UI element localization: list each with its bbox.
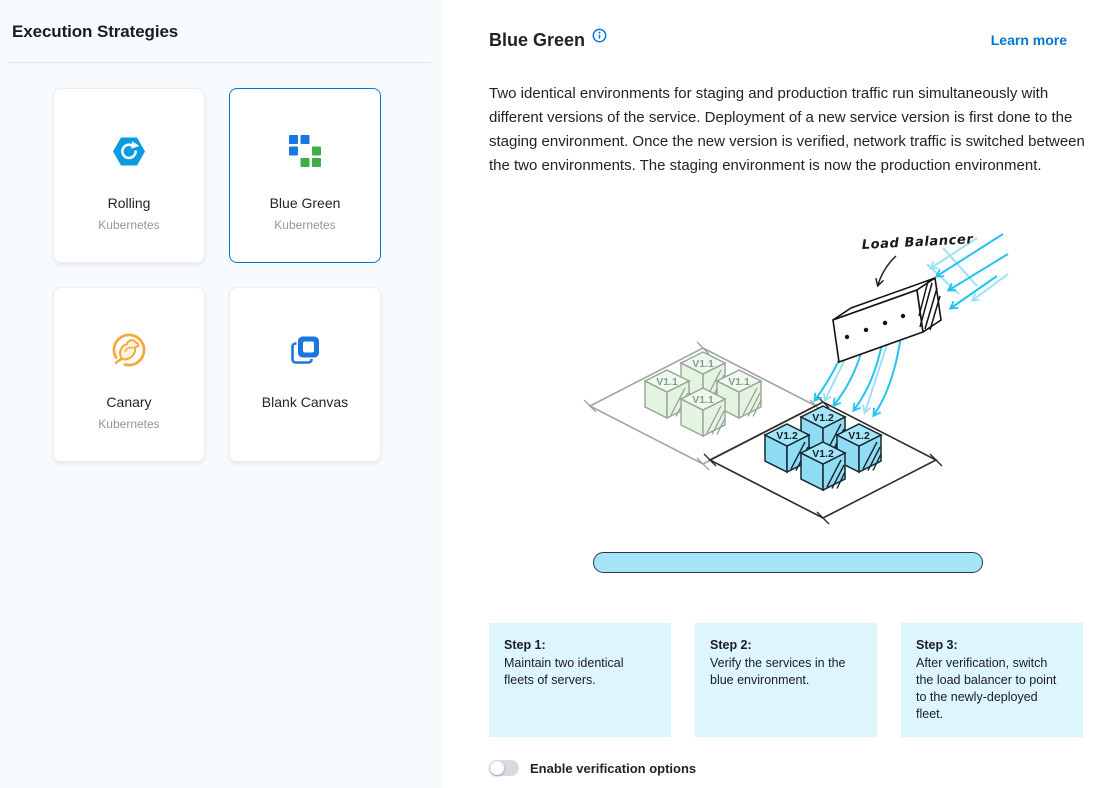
step-title: Step 2:: [710, 638, 752, 652]
step-text: Verify the services in the blue environm…: [710, 656, 846, 687]
learn-more-link[interactable]: Learn more: [990, 32, 1067, 48]
divider: [8, 62, 431, 63]
svg-text:V1.2: V1.2: [776, 430, 798, 442]
blue-fleet-plane: [703, 395, 943, 525]
execution-strategies-panel: Execution Strategies Rolling Kubernetes: [0, 0, 441, 788]
rolling-icon: [113, 133, 145, 169]
enable-verification-toggle[interactable]: [489, 760, 519, 776]
detail-title: Blue Green: [489, 30, 586, 50]
step-card-3: Step 3: After verification, switch the l…: [901, 623, 1083, 737]
strategy-illustration: V1.1 V1.1 V1.1 V1.1 V1.2 V1.2 V1.2 V1.2: [575, 228, 1010, 573]
load-balancer-label: Load Balancer: [861, 232, 975, 288]
svg-text:Load Balancer: Load Balancer: [861, 232, 974, 253]
svg-text:V1.1: V1.1: [728, 376, 750, 388]
strategy-card-rolling[interactable]: Rolling Kubernetes: [53, 88, 205, 263]
strategy-description: Two identical environments for staging a…: [489, 85, 1085, 174]
verification-toggle-row: Enable verification options: [489, 760, 1093, 776]
strategy-grid: Rolling Kubernetes Blue Green Kubernetes: [53, 88, 381, 462]
svg-text:V1.2: V1.2: [812, 412, 834, 424]
canary-icon: [111, 332, 147, 368]
info-icon[interactable]: [592, 28, 607, 48]
animation-progress-bar: [593, 552, 983, 573]
svg-text:V1.1: V1.1: [692, 394, 714, 406]
strategy-name: Canary: [106, 394, 152, 410]
strategy-subtitle: Kubernetes: [274, 218, 336, 232]
load-balancer-box: [832, 276, 942, 364]
step-text: After verification, switch the load bala…: [916, 656, 1057, 721]
strategy-card-canary[interactable]: Canary Kubernetes: [53, 287, 205, 462]
step-card-2: Step 2: Verify the services in the blue …: [695, 623, 877, 737]
blue-fleet-cubes: V1.2 V1.2 V1.2 V1.2: [764, 405, 882, 491]
step-card-1: Step 1: Maintain two identical fleets of…: [489, 623, 671, 737]
svg-text:V1.2: V1.2: [812, 448, 834, 460]
strategy-name: Rolling: [107, 195, 151, 211]
toggle-knob: [490, 761, 504, 775]
step-text: Maintain two identical fleets of servers…: [504, 656, 624, 687]
step-title: Step 3:: [916, 638, 958, 652]
toggle-label: Enable verification options: [530, 760, 697, 776]
strategy-name: Blue Green: [269, 195, 341, 211]
svg-text:V1.2: V1.2: [848, 430, 870, 442]
step-title: Step 1:: [504, 638, 546, 652]
blue-green-diagram: V1.1 V1.1 V1.1 V1.1 V1.2 V1.2 V1.2 V1.2: [583, 232, 1009, 525]
strategy-detail-panel: Blue Green Learn more Two identical envi…: [441, 0, 1119, 788]
traffic-arrows-incoming: [926, 233, 1009, 310]
blank-canvas-icon: [289, 332, 322, 368]
blue-green-icon: [289, 133, 321, 169]
green-fleet-cubes: V1.1 V1.1 V1.1 V1.1: [644, 351, 762, 437]
strategy-subtitle: Kubernetes: [98, 218, 160, 232]
strategy-name: Blank Canvas: [261, 394, 349, 410]
strategy-card-blue-green[interactable]: Blue Green Kubernetes: [229, 88, 381, 263]
strategy-card-blank-canvas[interactable]: Blank Canvas: [229, 287, 381, 462]
svg-text:V1.1: V1.1: [656, 376, 678, 388]
strategy-subtitle: Kubernetes: [98, 417, 160, 431]
page-title: Execution Strategies: [12, 22, 179, 41]
svg-text:V1.1: V1.1: [692, 358, 714, 370]
detail-header: Blue Green Learn more: [489, 28, 1089, 51]
steps-row: Step 1: Maintain two identical fleets of…: [489, 623, 1093, 737]
